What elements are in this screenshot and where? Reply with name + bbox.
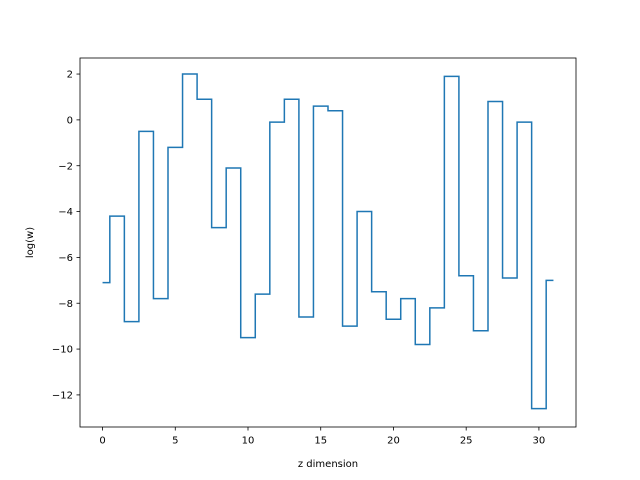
- x-tick-label: 30: [533, 436, 546, 447]
- y-axis: 2 0 −2 −4 −6 −8 −10 −12: [52, 70, 80, 402]
- y-tick-label: −4: [58, 207, 73, 218]
- plot-area-background: [80, 58, 576, 427]
- y-tick-label: −2: [58, 161, 73, 172]
- x-tick-label: 20: [387, 436, 400, 447]
- y-tick-label: −10: [52, 345, 73, 356]
- x-tick-label: 15: [314, 436, 327, 447]
- x-tick-label: 5: [172, 436, 178, 447]
- x-axis-label: z dimension: [298, 459, 358, 470]
- x-tick-label: 10: [242, 436, 255, 447]
- plot-frame: [79, 57, 577, 428]
- x-tick-label: 25: [460, 436, 473, 447]
- series-line-0: [102, 73, 554, 410]
- y-tick-label: −8: [58, 299, 73, 310]
- x-tick-label: 0: [99, 436, 105, 447]
- y-tick-label: 2: [67, 70, 73, 81]
- x-axis: 0 5 10 15 20 25 30: [99, 427, 545, 447]
- y-tick-label: −6: [58, 253, 73, 264]
- y-axis-label: log(w): [25, 227, 36, 258]
- y-tick-label: −12: [52, 391, 73, 402]
- series-layer: [102, 73, 554, 410]
- y-tick-label: 0: [67, 115, 73, 126]
